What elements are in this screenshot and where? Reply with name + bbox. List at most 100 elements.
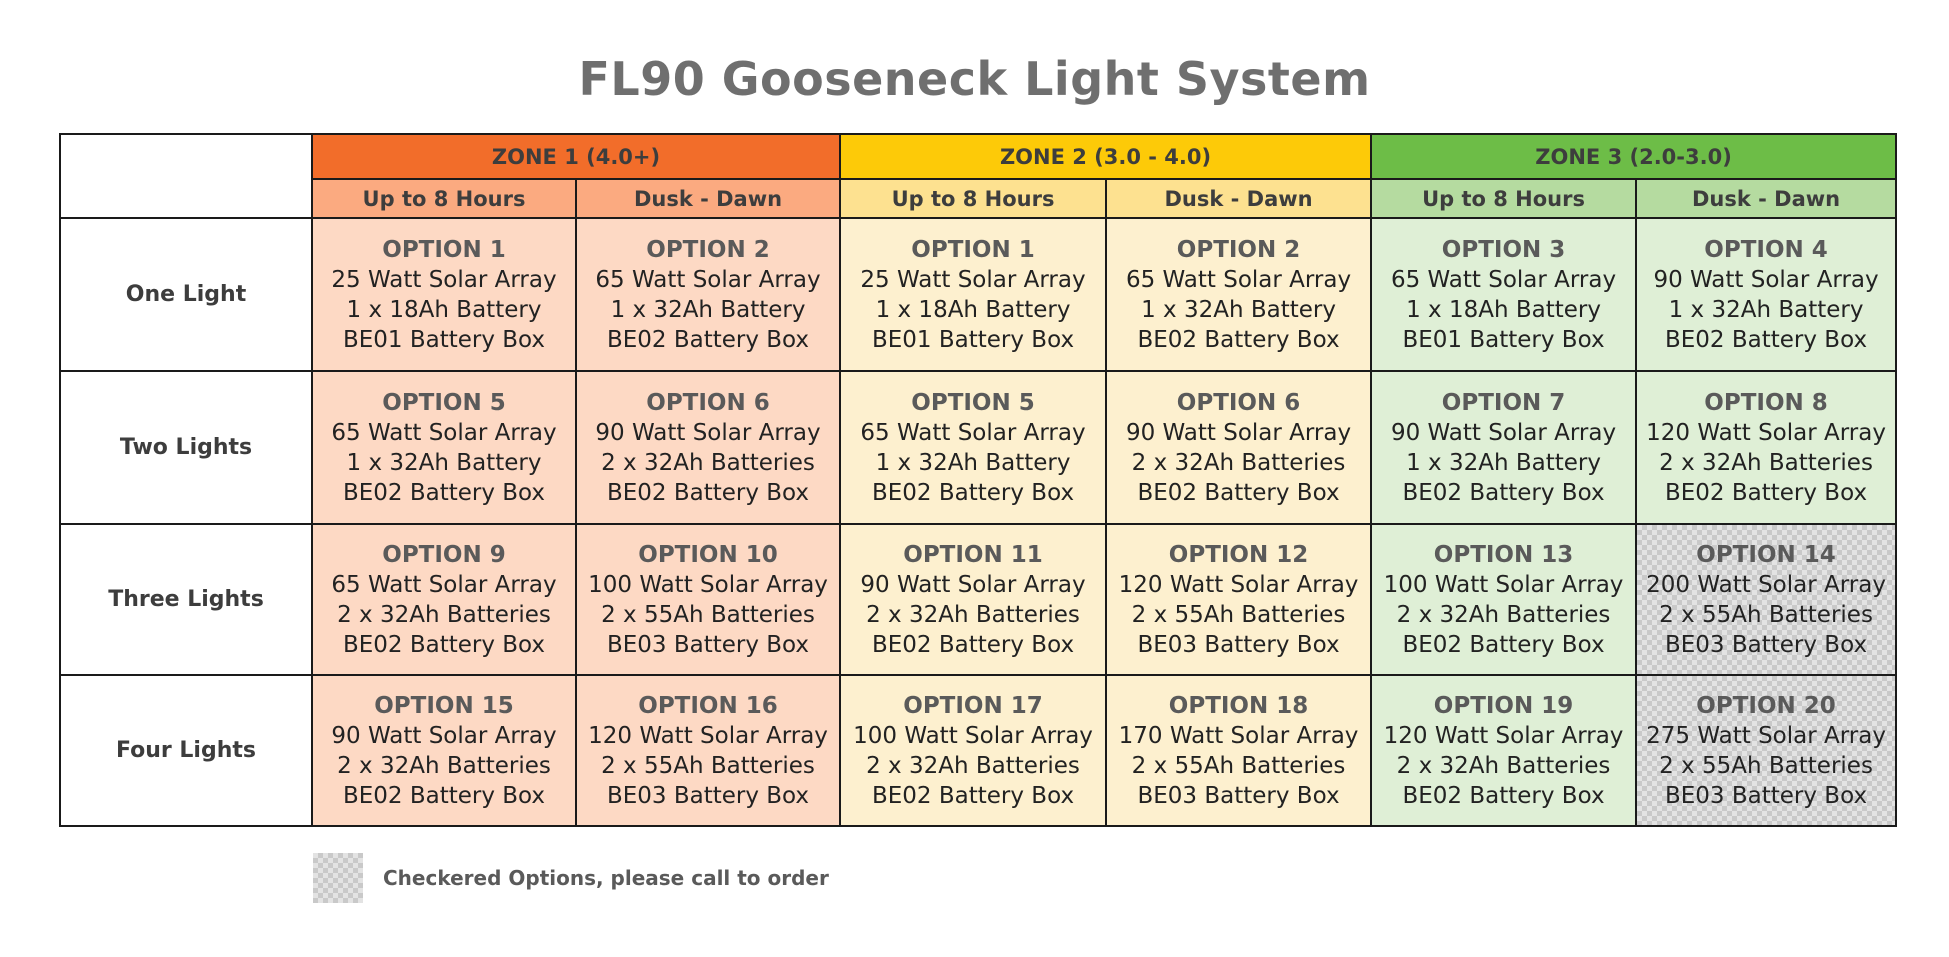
battery-box-spec: BE01 Battery Box [342,326,546,353]
option-name: OPTION 10 [638,541,778,568]
option-cell: OPTION 12 120 Watt Solar Array 2 x 55Ah Ba… [1105,523,1373,676]
battery-spec: 2 x 32Ah Batteries [1131,449,1346,476]
option-name: OPTION 15 [374,692,514,719]
option-cell: OPTION 9 65 Watt Solar Array 2 x 32Ah Batt… [311,523,577,676]
battery-box-spec: BE02 Battery Box [1664,479,1868,506]
legend: Checkered Options, please call to order [313,853,829,903]
option-name: OPTION 14 [1696,541,1836,568]
option-cell: OPTION 7 90 Watt Solar Array 1 x 32Ah Batt… [1370,370,1638,525]
battery-box-spec: BE02 Battery Box [871,479,1075,506]
legend-text: Checkered Options, please call to order [383,866,829,890]
option-name: OPTION 13 [1433,541,1574,568]
zone-3-header: ZONE 3 (2.0-3.0) [1370,133,1898,180]
option-name: OPTION 2 [646,236,770,263]
solar-array-spec: 65 Watt Solar Array [595,266,821,293]
row-label: Three Lights [59,523,313,676]
battery-spec: 2 x 55Ah Batteries [601,601,815,628]
battery-box-spec: BE03 Battery Box [1137,782,1340,809]
duration-header-row: Up to 8 Hours Dusk - Dawn Up to 8 Hours … [60,178,1898,219]
battery-box-spec: BE02 Battery Box [342,479,546,506]
option-cell: OPTION 16 120 Watt Solar Array 2 x 55Ah Ba… [574,674,842,827]
solar-array-spec: 100 Watt Solar Array [588,571,828,598]
battery-box-spec: BE03 Battery Box [1137,631,1340,658]
battery-spec: 1 x 32Ah Battery [1406,449,1601,476]
duration-header: Dusk - Dawn [1635,178,1898,219]
option-cell: OPTION 19 120 Watt Solar Array 2 x 32Ah Ba… [1370,674,1638,827]
row-label: Two Lights [59,370,313,525]
option-cell: OPTION 18 170 Watt Solar Array 2 x 55Ah Ba… [1105,674,1373,827]
solar-array-spec: 65 Watt Solar Array [331,419,557,446]
option-name: OPTION 9 [382,541,506,568]
solar-array-spec: 65 Watt Solar Array [1390,266,1617,293]
battery-spec: 2 x 55Ah Batteries [601,752,815,779]
zone-2-header: ZONE 2 (3.0 - 4.0) [839,133,1373,180]
checkered-swatch [313,853,363,903]
option-name: OPTION 20 [1696,692,1836,719]
battery-spec: 1 x 32Ah Battery [875,449,1071,476]
battery-box-spec: BE03 Battery Box [606,782,810,809]
table-row: Three Lights OPTION 9 65 Watt Solar Array 2… [59,523,1898,676]
solar-array-spec: 90 Watt Solar Array [1653,266,1879,293]
solar-array-spec: 170 Watt Solar Array [1118,722,1359,749]
battery-box-spec: BE03 Battery Box [606,631,810,658]
battery-spec: 1 x 32Ah Battery [1141,296,1336,323]
solar-array-spec: 200 Watt Solar Array [1646,571,1886,598]
options-table: ZONE 1 (4.0+) ZONE 2 (3.0 - 4.0) ZONE 3 … [59,133,1898,827]
battery-spec: 2 x 55Ah Batteries [1131,752,1346,779]
option-name: OPTION 5 [382,389,506,416]
solar-array-spec: 100 Watt Solar Array [853,722,1093,749]
battery-spec: 2 x 32Ah Batteries [601,449,815,476]
battery-spec: 1 x 18Ah Battery [346,296,542,323]
battery-spec: 1 x 32Ah Battery [610,296,806,323]
option-cell: OPTION 11 90 Watt Solar Array 2 x 32Ah Bat… [839,523,1108,676]
corner-cell [59,133,313,219]
battery-box-spec: BE02 Battery Box [342,631,546,658]
solar-array-spec: 275 Watt Solar Array [1646,722,1886,749]
option-name: OPTION 16 [638,692,778,719]
solar-array-spec: 120 Watt Solar Array [1646,419,1886,446]
row-label: Four Lights [59,674,313,827]
solar-array-spec: 120 Watt Solar Array [1383,722,1624,749]
option-cell: OPTION 8 120 Watt Solar Array 2 x 32Ah Bat… [1635,370,1898,525]
option-name: OPTION 8 [1704,389,1828,416]
zone-header-row: ZONE 1 (4.0+) ZONE 2 (3.0 - 4.0) ZONE 3 … [59,133,1898,219]
option-cell: OPTION 2 65 Watt Solar Array 1 x 32Ah Batt… [1105,217,1373,372]
solar-array-spec: 120 Watt Solar Array [1118,571,1359,598]
battery-spec: 2 x 32Ah Batteries [1659,449,1873,476]
option-cell: OPTION 2 65 Watt Solar Array 1 x 32Ah Batt… [574,217,842,372]
table-row: One Light OPTION 1 25 Watt Solar Array 1 x … [59,217,1898,372]
solar-array-spec: 120 Watt Solar Array [588,722,828,749]
battery-box-spec: BE02 Battery Box [1664,326,1868,353]
battery-spec: 1 x 18Ah Battery [875,296,1071,323]
option-cell: OPTION 3 65 Watt Solar Array 1 x 18Ah Batt… [1370,217,1638,372]
duration-header: Up to 8 Hours [311,178,577,219]
option-name: OPTION 3 [1441,236,1566,263]
battery-spec: 2 x 32Ah Batteries [337,752,551,779]
solar-array-spec: 90 Watt Solar Array [595,419,821,446]
option-cell: OPTION 14 200 Watt Solar Array 2 x 55Ah Ba… [1635,523,1898,676]
option-cell: OPTION 1 25 Watt Solar Array 1 x 18Ah Batt… [311,217,577,372]
battery-spec: 1 x 18Ah Battery [1406,296,1601,323]
option-name: OPTION 17 [903,692,1043,719]
zone-1-header: ZONE 1 (4.0+) [310,133,842,180]
battery-spec: 2 x 55Ah Batteries [1659,752,1873,779]
battery-spec: 2 x 32Ah Batteries [866,752,1080,779]
battery-box-spec: BE02 Battery Box [1402,782,1605,809]
option-name: OPTION 4 [1704,236,1828,263]
table-row: Two Lights OPTION 5 65 Watt Solar Array 1 x… [59,370,1898,525]
battery-spec: 2 x 32Ah Batteries [1396,601,1611,628]
battery-box-spec: BE02 Battery Box [1402,479,1605,506]
option-name: OPTION 7 [1441,389,1566,416]
battery-box-spec: BE02 Battery Box [606,479,810,506]
battery-spec: 2 x 55Ah Batteries [1659,601,1873,628]
battery-box-spec: BE02 Battery Box [1137,326,1340,353]
option-cell: OPTION 1 25 Watt Solar Array 1 x 18Ah Batt… [839,217,1108,372]
duration-header: Dusk - Dawn [1105,178,1373,219]
option-name: OPTION 2 [1176,236,1301,263]
option-name: OPTION 1 [911,236,1035,263]
option-name: OPTION 6 [646,389,770,416]
battery-box-spec: BE02 Battery Box [871,782,1075,809]
row-label: One Light [59,217,313,372]
option-cell: OPTION 20 275 Watt Solar Array 2 x 55Ah Ba… [1635,674,1898,827]
option-name: OPTION 1 [382,236,506,263]
